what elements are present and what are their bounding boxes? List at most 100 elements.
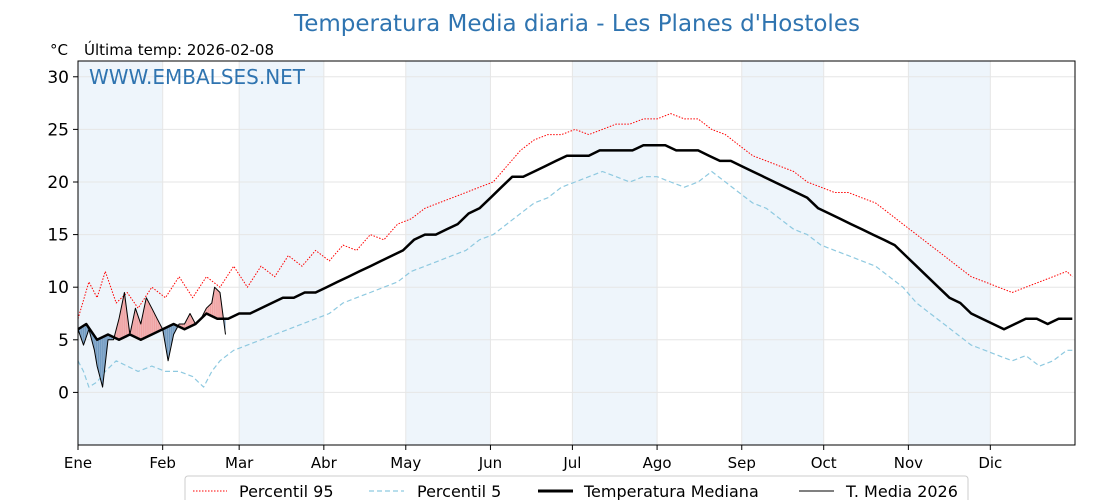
x-tick-label: Abr (311, 454, 338, 472)
fill-below-median (84, 324, 86, 342)
fill-above-median (209, 304, 211, 316)
fill-below-median (99, 338, 100, 377)
x-tick-label: Ago (643, 454, 672, 472)
fill-above-median (217, 289, 218, 319)
fill-above-median (142, 314, 143, 340)
fill-below-median (82, 325, 84, 346)
fill-above-median (136, 310, 137, 338)
chart-title: Temperatura Media diaria - Les Planes d'… (293, 11, 860, 37)
series-line-p95 (77, 113, 1073, 319)
fill-below-median (166, 326, 168, 357)
fill-above-median (151, 308, 153, 335)
fill-above-median (143, 307, 145, 339)
fill-below-median (97, 339, 99, 372)
fill-above-median (155, 314, 156, 333)
unit-label: °C (50, 41, 68, 59)
fill-above-median (192, 317, 193, 326)
fill-above-median (140, 320, 142, 340)
fill-above-median (138, 316, 139, 339)
fill-above-median (141, 317, 143, 340)
fill-below-median (98, 338, 100, 374)
fill-above-median (147, 300, 149, 337)
y-tick-label: 0 (58, 383, 69, 403)
fill-above-median (156, 317, 158, 333)
fill-above-median (189, 313, 190, 327)
fill-above-median (209, 304, 210, 316)
fill-above-median (123, 292, 125, 338)
fill-above-median (144, 301, 146, 338)
fill-below-median (103, 336, 105, 376)
fill-above-median (186, 318, 188, 329)
y-axis: 0 5 10 15 20 25 30 (47, 68, 78, 403)
fill-below-median (169, 325, 171, 355)
fill-above-median (138, 318, 140, 340)
plot-area: 0 5 10 15 20 25 30 Ene Feb Mar Abr May Jun Jul Ago Sep… (47, 60, 1076, 472)
legend-label-p5: Percentil 5 (417, 482, 501, 500)
fill-above-median (188, 314, 190, 328)
month-shading (78, 61, 991, 445)
legend-label-p95: Percentil 95 (239, 482, 334, 500)
y-tick-label: 5 (58, 331, 69, 351)
fill-above-median (187, 317, 188, 328)
fill-below-median (103, 336, 104, 382)
fill-below-median (97, 339, 98, 369)
fill-above-median (139, 320, 141, 340)
fill-below-median (95, 337, 97, 363)
fill-below-median (86, 324, 87, 338)
fill-above-median (157, 318, 158, 332)
fill-above-median (187, 316, 189, 328)
fill-above-median (145, 297, 147, 338)
y-tick-label: 25 (47, 120, 69, 140)
watermark: WWW.EMBALSES.NET (89, 65, 306, 89)
x-tick-label: Jul (562, 454, 581, 472)
fill-below-median (99, 338, 101, 380)
fill-above-median (191, 316, 193, 326)
x-axis: Ene Feb Mar Abr May Jun Jul Ago Sep Oct Nov Dic (64, 445, 1002, 472)
y-tick-label: 15 (47, 226, 69, 246)
month-shade-jul (572, 61, 658, 445)
series-line-median (77, 143, 1073, 342)
fill-above-median (211, 302, 212, 317)
fill-above-median (123, 295, 124, 338)
fill-above-median (152, 309, 154, 335)
fill-above-median (148, 301, 150, 337)
anomaly-fills (78, 287, 226, 388)
fill-above-median (142, 310, 144, 339)
fill-above-median (185, 320, 187, 329)
fill-above-median (151, 306, 152, 335)
fill-above-median (216, 289, 218, 319)
fill-above-median (218, 291, 220, 319)
fill-above-median (150, 305, 152, 336)
fill-above-median (214, 287, 216, 318)
fill-above-median (207, 306, 208, 315)
fill-below-median (96, 338, 98, 367)
x-tick-label: Jun (478, 454, 502, 472)
fill-below-median (168, 326, 169, 361)
fill-below-median (174, 324, 175, 334)
fill-above-median (215, 287, 216, 319)
y-tick-label: 20 (47, 173, 69, 193)
fill-above-median (119, 312, 121, 340)
fill-below-median (102, 336, 104, 388)
fill-above-median (219, 291, 221, 319)
fill-above-median (146, 299, 148, 337)
x-tick-label: Oct (811, 454, 837, 472)
fill-below-median (170, 325, 171, 351)
x-tick-label: Mar (225, 454, 254, 472)
x-tick-label: Sep (728, 454, 756, 472)
fill-below-median (167, 326, 169, 361)
fill-below-median (170, 325, 172, 348)
fill-above-median (118, 318, 119, 340)
fill-above-median (140, 322, 141, 340)
last-temp-label: Última temp: 2026-02-08 (84, 40, 274, 59)
fill-above-median (154, 313, 156, 334)
fill-below-median (100, 337, 102, 382)
fill-above-median (125, 297, 126, 337)
x-tick-label: Dic (978, 454, 1002, 472)
fill-below-median (85, 324, 87, 340)
fill-above-median (136, 312, 138, 339)
month-shade-sep (741, 61, 824, 445)
fill-above-median (158, 321, 160, 332)
fill-above-median (208, 305, 210, 315)
